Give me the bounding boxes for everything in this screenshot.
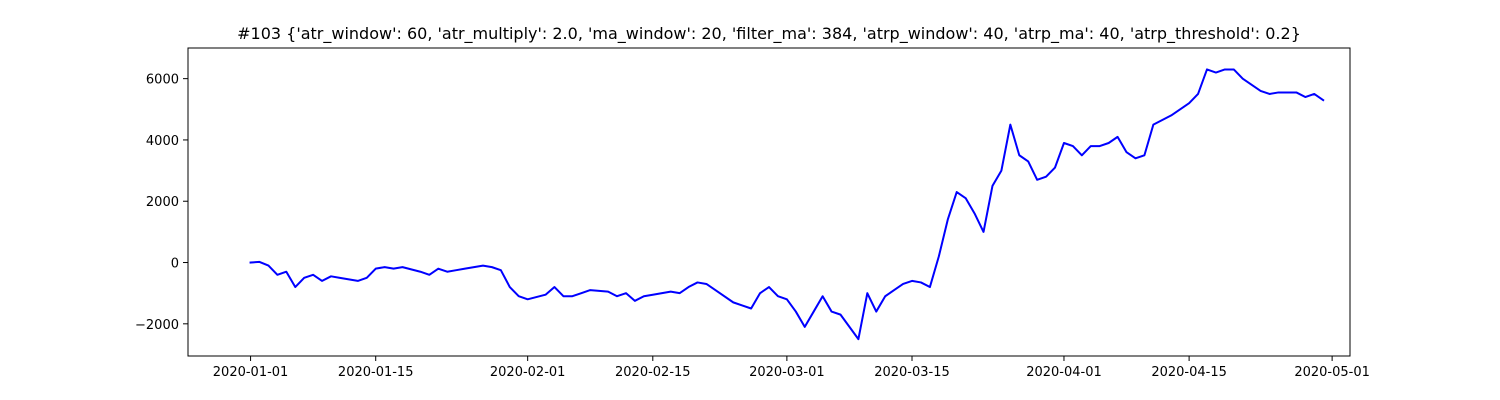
x-tick-label: 2020-02-01 — [490, 365, 566, 380]
y-tick-label: 6000 — [146, 73, 179, 88]
x-tick-label: 2020-03-15 — [874, 365, 950, 380]
plot-area — [249, 68, 1325, 341]
x-tick-label: 2020-02-15 — [615, 365, 691, 380]
chart-title: #103 {'atr_window': 60, 'atr_multiply': … — [237, 24, 1301, 44]
y-tick-label: 4000 — [146, 134, 179, 149]
axes: 2020-01-01 2020-01-15 2020-02-01 2020-02-15… — [135, 47, 1370, 380]
y-tick-label: 2000 — [146, 195, 179, 210]
plot-frame — [187, 47, 1351, 357]
x-tick-label: 2020-04-15 — [1151, 365, 1227, 380]
series-line-0 — [249, 68, 1325, 341]
x-tick-label: 2020-01-15 — [338, 365, 414, 380]
x-tick-label: 2020-04-01 — [1026, 365, 1102, 380]
x-tick-label: 2020-05-01 — [1294, 365, 1370, 380]
y-tick-label: 0 — [171, 257, 179, 272]
x-tick-label: 2020-03-01 — [749, 365, 825, 380]
y-tick-label: −2000 — [135, 318, 179, 333]
x-tick-label: 2020-01-01 — [213, 365, 289, 380]
